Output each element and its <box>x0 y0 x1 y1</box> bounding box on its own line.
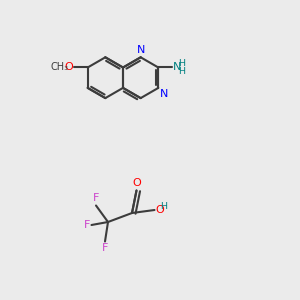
Text: F: F <box>93 193 99 203</box>
Text: N: N <box>136 45 145 55</box>
Text: O: O <box>132 178 141 188</box>
Text: N: N <box>160 89 168 99</box>
Text: F: F <box>102 243 108 253</box>
Text: F: F <box>84 220 90 230</box>
Text: N: N <box>173 62 181 73</box>
Text: O: O <box>155 205 164 215</box>
Text: H: H <box>160 202 167 211</box>
Text: H: H <box>178 67 185 76</box>
Text: O: O <box>64 62 73 73</box>
Text: CH₃: CH₃ <box>50 62 68 73</box>
Text: H: H <box>178 59 185 68</box>
